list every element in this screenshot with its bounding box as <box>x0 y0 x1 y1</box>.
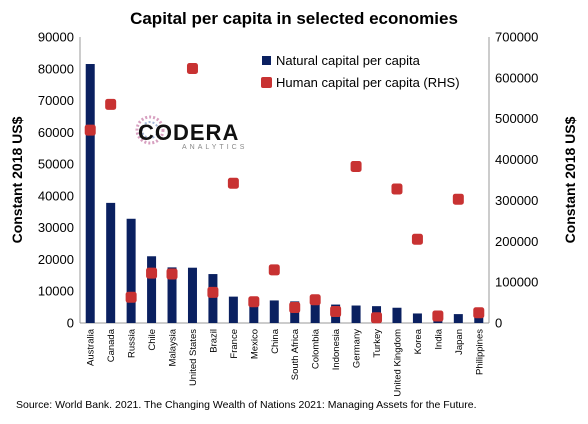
x-tick-label: United States <box>188 329 199 386</box>
x-tick-label: Australia <box>86 328 97 366</box>
x-tick-label: Philippines <box>474 329 485 375</box>
x-tick-label: United Kingdom <box>392 329 403 397</box>
source-note: Source: World Bank. 2021. The Changing W… <box>16 399 477 411</box>
right-tick-label: 600000 <box>495 70 538 85</box>
bar-france <box>228 296 238 323</box>
bar-canada <box>106 202 116 323</box>
marker-india <box>432 310 444 322</box>
marker-malaysia <box>166 268 178 280</box>
marker-japan <box>452 193 464 205</box>
marker-south-africa <box>289 301 301 313</box>
bar-china <box>269 300 279 323</box>
legend: Natural capital per capita Human capital… <box>261 53 460 90</box>
marker-canada <box>105 98 117 110</box>
bar-brazil <box>208 274 218 323</box>
bar-korea <box>412 313 422 323</box>
left-tick-label: 30000 <box>38 220 74 235</box>
marker-australia <box>84 124 96 136</box>
right-axis-ticks: 0 100000 200000 300000 400000 500000 600000 700… <box>495 30 538 331</box>
natural-capital-bars <box>85 64 484 323</box>
right-tick-label: 400000 <box>495 152 538 167</box>
right-tick-label: 500000 <box>495 111 538 126</box>
marker-chile <box>146 267 158 279</box>
marker-france <box>227 177 239 189</box>
bar-japan <box>453 314 463 323</box>
x-axis-labels: Australia Canada Russia Chile Malaysia United… <box>86 328 486 396</box>
x-tick-label: Malaysia <box>168 328 179 366</box>
legend-label-natural: Natural capital per capita <box>276 53 421 68</box>
chart-title: Capital per capita in selected economies <box>130 9 458 28</box>
x-tick-label: Indonesia <box>331 328 342 370</box>
x-tick-label: Japan <box>454 329 465 355</box>
x-tick-label: Canada <box>106 328 117 362</box>
logo-dot-icon <box>135 115 165 145</box>
legend-swatch-natural <box>262 56 271 65</box>
marker-russia <box>125 291 137 303</box>
left-tick-label: 80000 <box>38 61 74 76</box>
bar-colombia <box>310 302 320 323</box>
x-tick-label: France <box>229 329 240 359</box>
left-tick-label: 70000 <box>38 93 74 108</box>
x-tick-label: China <box>270 328 281 354</box>
marker-germany <box>350 161 362 173</box>
x-tick-label: Russia <box>127 328 138 358</box>
bar-australia <box>85 64 95 323</box>
x-tick-label: Mexico <box>249 329 260 359</box>
right-tick-label: 0 <box>495 316 502 331</box>
x-tick-label: Germany <box>352 329 363 368</box>
logo-subtitle: ANALYTICS <box>182 144 247 151</box>
left-tick-label: 20000 <box>38 252 74 267</box>
bar-philippines <box>474 316 484 323</box>
left-tick-label: 40000 <box>38 188 74 203</box>
left-tick-label: 90000 <box>38 30 74 45</box>
left-tick-label: 0 <box>67 316 74 331</box>
x-tick-label: Korea <box>413 328 424 354</box>
left-axis-ticks: 0 10000 20000 30000 40000 50000 60000 70000 8000… <box>38 30 74 331</box>
right-tick-label: 700000 <box>495 30 538 45</box>
bar-mexico <box>249 300 259 323</box>
left-tick-label: 10000 <box>38 284 74 299</box>
marker-mexico <box>248 296 260 308</box>
human-capital-markers <box>84 62 485 324</box>
marker-philippines <box>473 307 485 319</box>
legend-swatch-human <box>261 77 272 88</box>
x-tick-label: Turkey <box>372 329 383 358</box>
logo-wordmark: CODERA <box>138 120 239 145</box>
x-tick-label: India <box>433 328 444 349</box>
marker-united-states <box>186 62 198 74</box>
legend-label-human: Human capital per capita (RHS) <box>276 75 460 90</box>
bar-russia <box>126 218 136 323</box>
right-tick-label: 200000 <box>495 234 538 249</box>
right-tick-label: 100000 <box>495 275 538 290</box>
x-tick-label: Colombia <box>311 328 322 369</box>
x-tick-label: Chile <box>147 329 158 351</box>
right-axis-title: Constant 2018 US$ <box>562 116 578 243</box>
marker-korea <box>411 233 423 245</box>
marker-china <box>268 264 280 276</box>
marker-colombia <box>309 294 321 306</box>
bar-united-states <box>187 267 197 323</box>
marker-brazil <box>207 286 219 298</box>
codera-logo: CODERA ANALYTICS <box>135 115 247 151</box>
marker-united-kingdom <box>391 183 403 195</box>
x-tick-label: South Africa <box>290 328 301 380</box>
right-tick-label: 300000 <box>495 193 538 208</box>
marker-turkey <box>371 312 383 324</box>
x-tick-label: Brazil <box>208 329 219 353</box>
bar-germany <box>351 305 361 323</box>
bar-malaysia <box>167 267 177 323</box>
left-tick-label: 50000 <box>38 157 74 172</box>
left-tick-label: 60000 <box>38 125 74 140</box>
left-axis-title: Constant 2018 US$ <box>9 116 25 243</box>
marker-indonesia <box>330 306 342 318</box>
bar-united-kingdom <box>392 307 402 323</box>
bar-chile <box>147 256 157 323</box>
